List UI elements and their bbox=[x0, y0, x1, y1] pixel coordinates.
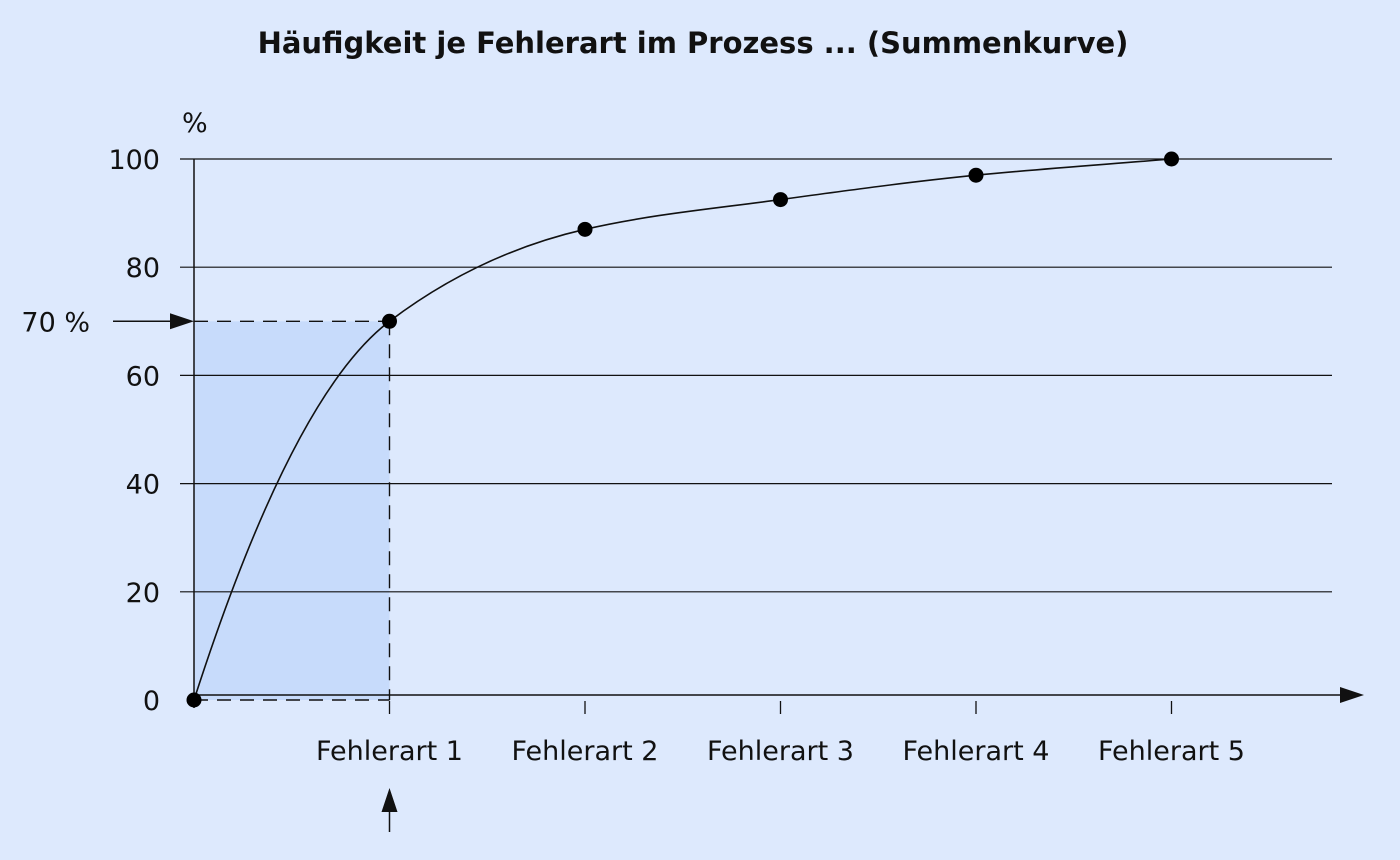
category-label: Fehlerart 4 bbox=[903, 736, 1050, 767]
threshold-arrowhead bbox=[170, 313, 194, 330]
cumulative-curve bbox=[193, 158, 1172, 701]
data-point bbox=[968, 167, 984, 183]
chart-title: Häufigkeit je Fehlerart im Prozess ... (… bbox=[257, 26, 1129, 60]
y-tick-label: 80 bbox=[126, 253, 160, 284]
category-label: Fehlerart 2 bbox=[512, 736, 659, 767]
data-point bbox=[382, 313, 397, 329]
data-point bbox=[773, 192, 788, 208]
data-point bbox=[1164, 151, 1179, 167]
highlight-area bbox=[194, 321, 390, 700]
y-tick-label: 60 bbox=[126, 361, 160, 392]
category-arrowhead bbox=[381, 788, 398, 812]
data-point bbox=[186, 692, 202, 708]
x-axis-arrowhead bbox=[1340, 687, 1364, 703]
y-axis-label: % bbox=[182, 108, 208, 139]
y-tick-label: 100 bbox=[108, 145, 160, 176]
category-label: Fehlerart 5 bbox=[1098, 736, 1245, 767]
y-tick-label: 20 bbox=[126, 578, 160, 609]
category-label: Fehlerart 1 bbox=[316, 736, 463, 767]
y-tick-label: 40 bbox=[126, 470, 160, 501]
y-tick-label: 0 bbox=[143, 686, 160, 717]
category-label: Fehlerart 3 bbox=[707, 736, 854, 767]
threshold-label: 70 % bbox=[21, 307, 90, 338]
data-point bbox=[577, 221, 593, 237]
